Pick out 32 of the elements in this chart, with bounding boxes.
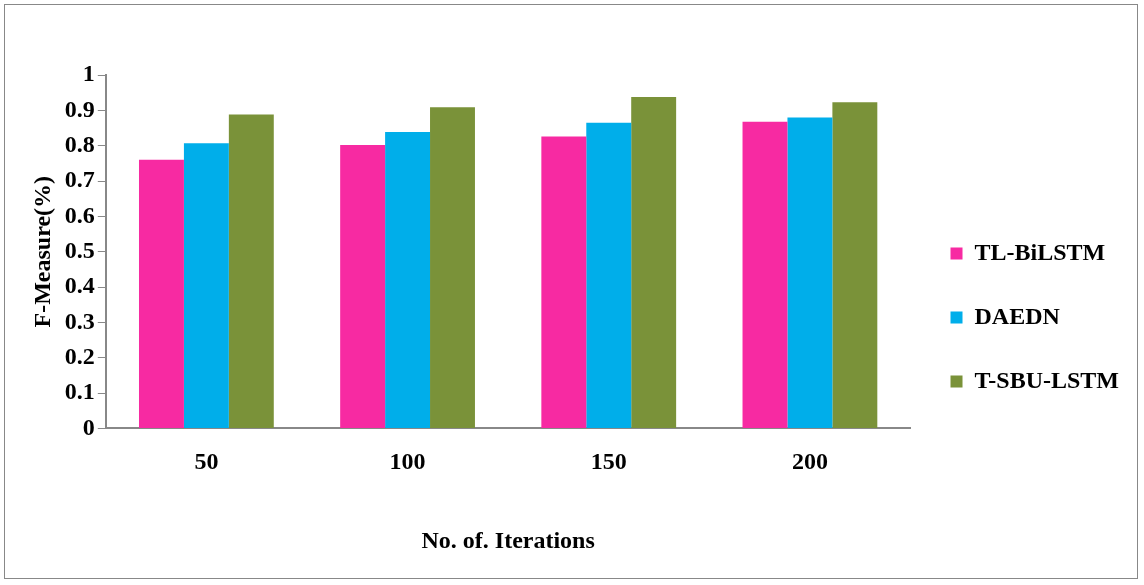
bar — [742, 121, 788, 428]
bar — [385, 131, 431, 428]
y-tick-label: 0.5 — [64, 236, 95, 263]
y-tick-label: 0.3 — [64, 307, 95, 334]
x-axis-title: No. of. Iterations — [421, 526, 595, 553]
x-tick-label: 50 — [194, 448, 219, 474]
y-tick-label: 0.4 — [64, 272, 95, 299]
legend-label: TL-BiLSTM — [974, 238, 1106, 265]
bar — [228, 114, 274, 428]
legend-label: T-SBU-LSTM — [974, 366, 1120, 393]
y-tick-label: 0.8 — [64, 130, 95, 157]
y-tick-label: 1 — [82, 60, 95, 87]
x-tick-label: 100 — [389, 448, 426, 474]
y-tick-label: 0.7 — [64, 166, 95, 193]
y-tick-label: 0.9 — [64, 95, 95, 122]
legend-label: DAEDN — [974, 302, 1061, 329]
y-tick-label: 0.2 — [64, 342, 95, 369]
y-tick-label: 0 — [82, 413, 95, 440]
bar — [430, 107, 475, 428]
bar — [787, 117, 833, 428]
bar — [183, 143, 229, 428]
bar — [138, 159, 184, 428]
bar — [832, 102, 878, 428]
y-tick-label: 0.1 — [64, 378, 95, 405]
bar — [541, 136, 587, 428]
bar — [586, 122, 632, 428]
y-axis-title: F-Measure(%) — [28, 175, 55, 328]
x-tick-label: 150 — [590, 448, 627, 474]
x-tick-label: 200 — [791, 448, 828, 474]
bar — [340, 144, 386, 428]
bar — [631, 96, 677, 428]
y-tick-label: 0.6 — [64, 201, 95, 228]
